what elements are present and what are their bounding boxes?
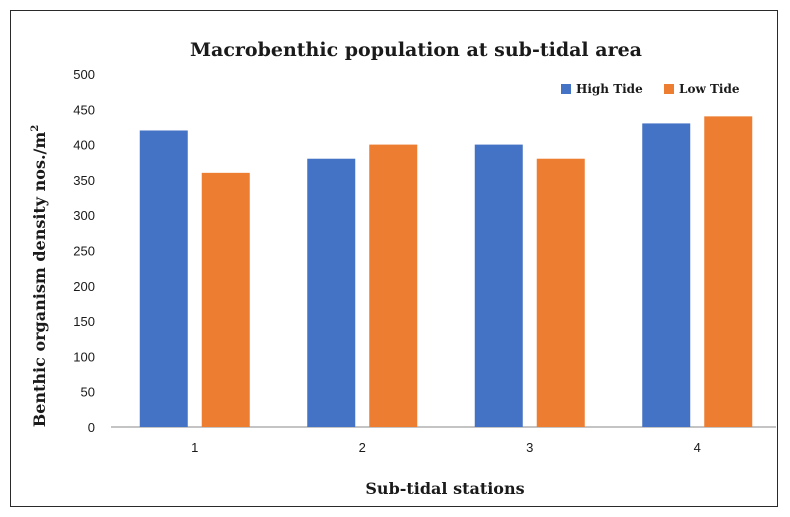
y-tick-label: 150 bbox=[73, 314, 95, 329]
chart-frame: Macrobenthic population at sub-tidal are… bbox=[10, 10, 781, 507]
bar-low-tide-1 bbox=[201, 172, 250, 427]
bar-chart: Macrobenthic population at sub-tidal are… bbox=[30, 39, 781, 498]
bar-low-tide-4 bbox=[704, 116, 753, 428]
y-tick-label: 500 bbox=[73, 67, 95, 82]
bar-high-tide-3 bbox=[474, 144, 523, 427]
x-tick-label: 3 bbox=[526, 440, 533, 455]
bar-low-tide-3 bbox=[536, 158, 585, 427]
x-axis-ticks: 1 2 3 4 bbox=[191, 440, 701, 455]
y-tick-label: 250 bbox=[73, 244, 95, 259]
x-tick-label: 4 bbox=[694, 440, 701, 455]
y-tick-label: 50 bbox=[81, 385, 95, 400]
x-axis-title: Sub-tidal stations bbox=[365, 479, 524, 498]
x-tick-label: 1 bbox=[191, 440, 198, 455]
legend-swatch-high-tide bbox=[561, 84, 571, 94]
bar-high-tide-2 bbox=[307, 158, 356, 427]
y-tick-label: 300 bbox=[73, 208, 95, 223]
legend-swatch-low-tide bbox=[664, 84, 674, 94]
y-axis-ticks: 0 50 100 150 200 250 300 350 400 450 500 bbox=[73, 67, 95, 435]
y-tick-label: 100 bbox=[73, 349, 95, 364]
y-axis-title-text: Benthic organism density nos./m bbox=[30, 132, 49, 428]
x-tick-label: 2 bbox=[359, 440, 366, 455]
y-tick-label: 350 bbox=[73, 173, 95, 188]
svg-text:Benthic organism density nos./: Benthic organism density nos./m2 bbox=[30, 125, 49, 428]
legend: High Tide Low Tide bbox=[561, 82, 740, 96]
y-tick-label: 400 bbox=[73, 138, 95, 153]
y-tick-label: 200 bbox=[73, 279, 95, 294]
bar-high-tide-4 bbox=[642, 123, 691, 428]
legend-label-low-tide: Low Tide bbox=[679, 82, 740, 96]
y-axis-title-superscript: 2 bbox=[30, 125, 41, 132]
y-tick-label: 450 bbox=[73, 102, 95, 117]
bar-low-tide-2 bbox=[369, 144, 418, 427]
chart-title: Macrobenthic population at sub-tidal are… bbox=[190, 39, 642, 61]
y-axis-title: Benthic organism density nos./m2 bbox=[30, 125, 49, 428]
y-tick-label: 0 bbox=[88, 420, 95, 435]
bar-high-tide-1 bbox=[139, 130, 188, 427]
legend-label-high-tide: High Tide bbox=[576, 82, 643, 96]
bars bbox=[139, 116, 753, 428]
